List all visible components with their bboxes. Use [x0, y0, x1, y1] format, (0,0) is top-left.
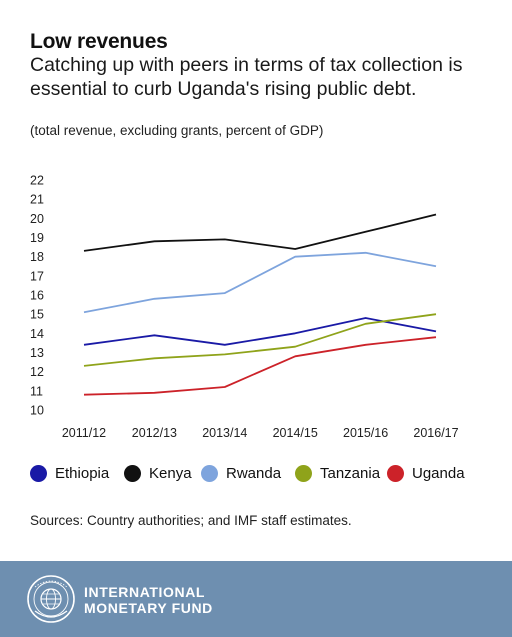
y-tick-label: 12	[30, 365, 44, 379]
legend-swatch	[201, 464, 218, 482]
series-line-uganda	[83, 336, 437, 396]
org-name-line1: INTERNATIONAL	[84, 584, 206, 600]
legend-label: Tanzania	[320, 464, 381, 482]
legend-label: Uganda	[412, 464, 465, 482]
line-chart: 10 11 12 13 14 15 16 17 18 19 20 21 22 2011/12 2012/1…	[30, 174, 459, 441]
legend-item-rwanda: Rwanda	[201, 461, 281, 485]
series-line-rwanda	[83, 251, 437, 314]
y-tick-label: 14	[30, 327, 44, 341]
y-tick-label: 19	[30, 231, 44, 245]
x-tick-label: 2011/12	[62, 426, 106, 440]
legend-item-kenya: Kenya	[124, 461, 192, 485]
legend-swatch	[295, 464, 312, 482]
legend-swatch	[30, 464, 47, 482]
legend-swatch	[387, 464, 404, 482]
legend-item-tanzania: Tanzania	[295, 461, 380, 485]
y-tick-label: 11	[30, 384, 43, 398]
legend-item-uganda: Uganda	[387, 461, 465, 485]
x-tick-label: 2015/16	[343, 426, 388, 440]
chart-subtitle: Catching up with peers in terms of tax c…	[30, 54, 463, 100]
imf-seal-icon	[27, 575, 75, 623]
y-tick-label: 18	[30, 250, 44, 264]
x-tick-label: 2016/17	[413, 426, 458, 440]
y-tick-label: 21	[30, 193, 44, 207]
series-line-tanzania	[83, 313, 437, 367]
legend-label: Rwanda	[226, 464, 282, 482]
x-tick-label: 2014/15	[273, 426, 318, 440]
legend-label: Kenya	[149, 464, 192, 482]
y-tick-label: 13	[30, 346, 44, 360]
y-tick-label: 15	[30, 308, 44, 322]
org-name-line2: MONETARY FUND	[84, 600, 213, 616]
x-axis-ticks: 2011/12 2012/13 2013/14 2014/15 2015/16 2016/…	[62, 426, 459, 440]
legend-item-ethiopia: Ethiopia	[30, 461, 109, 485]
y-tick-label: 10	[30, 404, 44, 418]
legend: Ethiopia Kenya Rwanda Tanzania Uganda	[30, 461, 500, 485]
y-tick-label: 17	[30, 269, 44, 283]
unit-note: (total revenue, excluding grants, percen…	[30, 123, 324, 138]
chart-title: Low revenues	[30, 30, 168, 53]
footer-banner: INTERNATIONAL MONETARY FUND	[0, 561, 512, 637]
y-tick-label: 16	[30, 289, 44, 303]
org-name: INTERNATIONAL MONETARY FUND	[84, 584, 213, 616]
source-note: Sources: Country authorities; and IMF st…	[30, 513, 352, 528]
legend-swatch	[124, 464, 141, 482]
x-tick-label: 2013/14	[202, 426, 247, 440]
y-tick-label: 22	[30, 174, 44, 188]
series-line-kenya	[83, 213, 437, 252]
legend-label: Ethiopia	[55, 464, 110, 482]
series-line-ethiopia	[83, 317, 437, 346]
y-axis-ticks: 10 11 12 13 14 15 16 17 18 19 20 21 22	[30, 174, 44, 418]
y-tick-label: 20	[30, 212, 44, 226]
series-lines	[83, 213, 437, 396]
x-tick-label: 2012/13	[132, 426, 177, 440]
